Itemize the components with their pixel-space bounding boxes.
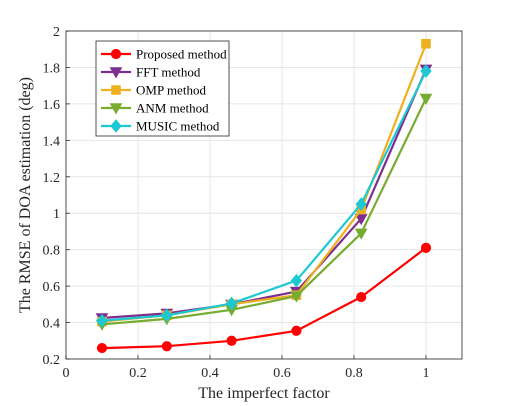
y-tick-label: 1.4: [43, 134, 61, 149]
legend-item-music-method: MUSIC method: [101, 119, 220, 134]
legend-marker: [109, 67, 123, 79]
legend-label: MUSIC method: [136, 119, 220, 134]
legend-item-anm-method: ANM method: [101, 101, 209, 116]
y-tick-label: 1.6: [43, 98, 61, 113]
y-tick-label: 0.6: [43, 280, 61, 295]
data-point: [290, 273, 303, 288]
y-tick-label: 2: [53, 25, 60, 40]
series-line: [101, 97, 427, 326]
y-axis-label: The RMSE of DOA estimation (deg): [17, 77, 34, 313]
x-tick-label: 0.6: [273, 366, 291, 381]
data-point: [225, 296, 238, 311]
series-proposed-method: [96, 242, 432, 354]
data-point: [290, 291, 303, 303]
legend-marker: [109, 103, 123, 115]
plot-area-border: [65, 30, 463, 360]
data-point: [356, 291, 367, 303]
legend-item-fft-method: FFT method: [101, 65, 201, 80]
data-point: [420, 242, 432, 253]
x-axis-label: The imperfect factor: [198, 385, 330, 402]
data-point: [354, 213, 368, 226]
series-line: [101, 70, 427, 322]
series-line: [101, 68, 428, 320]
legend-label: FFT method: [136, 65, 201, 80]
data-point: [161, 308, 173, 323]
data-point: [354, 228, 368, 240]
legend-marker: [110, 48, 122, 60]
y-tick-label: 0.8: [43, 244, 61, 259]
data-point: [96, 313, 108, 328]
legend-item-proposed-method: Proposed method: [101, 47, 227, 62]
legend-marker: [110, 119, 122, 133]
y-tick-label: 0.4: [43, 317, 61, 332]
legend-marker: [111, 85, 121, 95]
axis-ticks: 0 0.2 0.4 0.6 0.8 10.20.40.60.811.21.41.61.82: [43, 25, 430, 381]
y-tick-label: 0.2: [43, 353, 61, 368]
x-tick-label: 0.2: [129, 366, 147, 381]
data-point: [421, 38, 431, 49]
data-point: [291, 325, 302, 336]
data-point: [419, 93, 433, 105]
x-tick-label: 0.8: [345, 366, 363, 381]
series-layer: [95, 38, 433, 354]
series-line: [101, 246, 427, 350]
legend-item-omp-method: OMP method: [101, 83, 206, 98]
y-tick-label: 1: [53, 207, 60, 222]
data-point: [355, 197, 367, 211]
x-tick-label: 1: [423, 366, 430, 381]
data-point: [420, 64, 432, 78]
series-music-method: [96, 64, 432, 328]
legend-label: OMP method: [136, 83, 206, 98]
y-tick-label: 1.2: [43, 171, 61, 186]
data-point: [161, 341, 172, 352]
legend-label: ANM method: [136, 101, 209, 116]
x-tick-label: 0.4: [201, 366, 219, 381]
legend: Proposed method FFT method OMP method ANM m…: [95, 40, 230, 137]
data-point: [96, 342, 108, 354]
data-point: [226, 335, 237, 346]
legend-label: Proposed method: [136, 47, 227, 62]
x-tick-label: 0: [63, 366, 70, 381]
y-tick-label: 1.8: [43, 61, 61, 76]
